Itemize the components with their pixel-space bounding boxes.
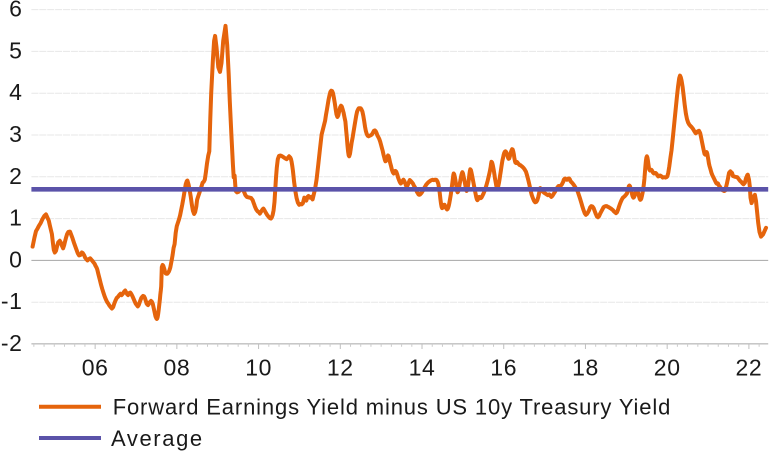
svg-text:3: 3 [9,121,22,147]
svg-text:16: 16 [490,355,517,381]
svg-text:06: 06 [82,355,109,381]
svg-text:10: 10 [245,355,272,381]
svg-text:6: 6 [9,0,22,22]
svg-text:2: 2 [9,163,22,189]
svg-text:-2: -2 [1,330,23,356]
svg-text:22: 22 [736,355,763,381]
svg-text:5: 5 [9,37,22,63]
svg-text:Forward Earnings Yield minus U: Forward Earnings Yield minus US 10y Trea… [113,395,672,420]
svg-text:20: 20 [654,355,681,381]
svg-text:14: 14 [409,355,436,381]
svg-text:4: 4 [9,79,22,105]
svg-text:18: 18 [572,355,599,381]
svg-text:-1: -1 [1,288,23,314]
svg-text:0: 0 [9,246,22,272]
svg-text:08: 08 [164,355,191,381]
svg-text:Average: Average [111,426,204,451]
svg-text:12: 12 [327,355,354,381]
svg-text:1: 1 [9,205,22,231]
